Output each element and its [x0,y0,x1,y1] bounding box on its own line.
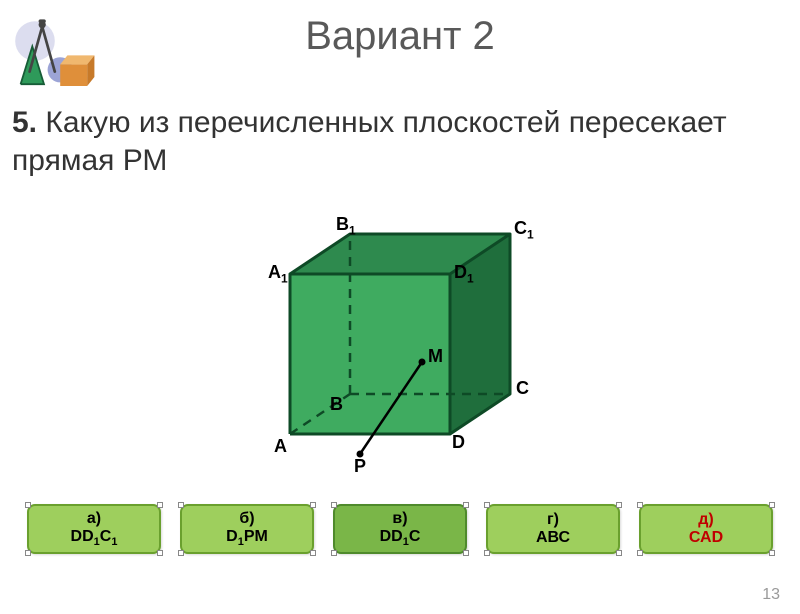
answer-b[interactable]: б) D1PM [180,504,314,554]
answer-value: АВС [536,529,570,547]
answer-letter: д) [698,511,713,529]
label-p: P [354,456,366,477]
answer-letter: г) [547,511,559,529]
label-a1: A1 [268,262,288,286]
label-d: D [452,432,465,453]
answer-v[interactable]: в) DD1C [333,504,467,554]
cube-diagram: A1 B1 C1 D1 A B C D P M [250,204,570,484]
label-m: M [428,346,443,367]
label-c1: C1 [514,218,534,242]
question-number: 5. [12,106,37,139]
label-d1: D1 [454,262,474,286]
answer-value: DD1C [380,528,421,548]
question-text: 5. Какую из перечисленных плоскостей пер… [12,104,786,179]
answer-row: а) DD1C1 б) D1PM в) DD1C г) АВС д) САD [0,504,800,554]
label-a: A [274,436,287,457]
answer-letter: в) [392,510,407,528]
answer-letter: б) [239,510,254,528]
answer-value: D1PM [226,528,268,548]
answer-value: САD [689,529,723,547]
answer-value: DD1C1 [71,528,118,548]
label-c: C [516,378,529,399]
answer-letter: а) [87,510,101,528]
answer-a[interactable]: а) DD1C1 [27,504,161,554]
page-number: 13 [762,586,780,604]
answer-g[interactable]: г) АВС [486,504,620,554]
clipart-icon [8,14,98,104]
answer-d[interactable]: д) САD [639,504,773,554]
label-b1: B1 [336,214,356,238]
label-b: B [330,394,343,415]
slide-title: Вариант 2 [0,14,800,59]
question-body: Какую из перечисленных плоскостей пересе… [12,106,727,177]
